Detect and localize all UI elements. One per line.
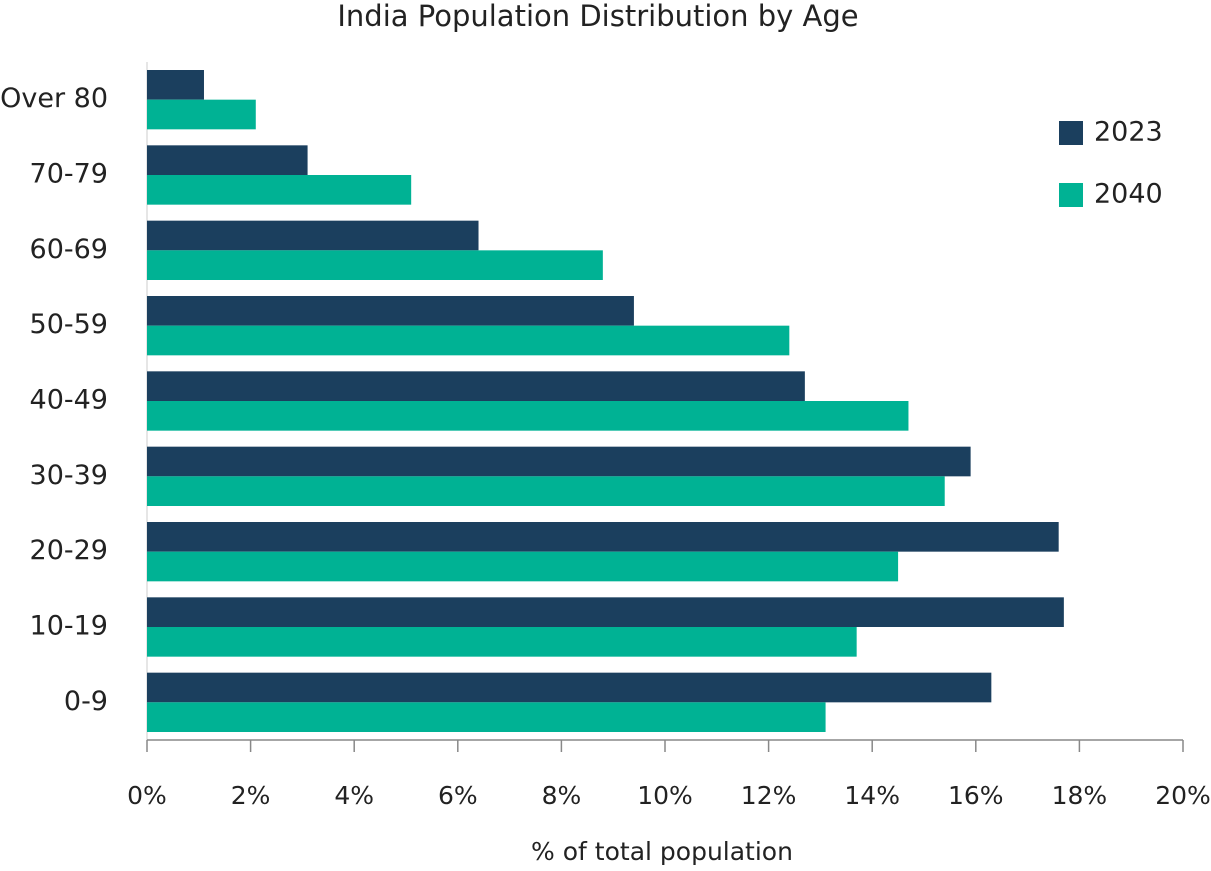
x-tick-label: 20% xyxy=(1155,781,1211,810)
x-tick-label: 14% xyxy=(844,781,900,810)
bar xyxy=(147,145,308,175)
x-tick-label: 16% xyxy=(948,781,1004,810)
bar xyxy=(147,597,1064,627)
bar xyxy=(147,446,971,477)
bar xyxy=(147,551,899,582)
legend-swatch xyxy=(1059,183,1083,207)
y-tick-label: 70-79 xyxy=(30,159,108,190)
x-tick-label: 6% xyxy=(438,781,478,810)
y-tick-label: 50-59 xyxy=(30,309,108,340)
legend-label: 2040 xyxy=(1094,179,1163,210)
x-tick-label: 4% xyxy=(334,781,374,810)
bar xyxy=(147,672,992,703)
bar xyxy=(147,476,945,506)
y-tick-label: 40-49 xyxy=(30,385,108,416)
bar xyxy=(147,70,204,100)
y-tick-label: 60-69 xyxy=(30,234,108,265)
y-tick-label: 20-29 xyxy=(30,535,108,566)
chart-title: India Population Distribution by Age xyxy=(337,0,858,33)
bar xyxy=(147,296,634,326)
bar xyxy=(147,371,805,401)
x-tick-label: 12% xyxy=(741,781,797,810)
bar xyxy=(147,401,909,431)
x-tick-label: 2% xyxy=(231,781,271,810)
bar xyxy=(147,99,256,130)
bar xyxy=(147,325,790,356)
bar xyxy=(147,250,603,280)
bar xyxy=(147,522,1059,552)
y-tick-label: 10-19 xyxy=(30,611,108,642)
y-tick-label: 30-39 xyxy=(30,460,108,491)
bar xyxy=(147,175,412,205)
legend-swatch xyxy=(1059,121,1083,145)
bar xyxy=(147,220,479,251)
x-tick-label: 0% xyxy=(127,781,167,810)
y-tick-label: 0-9 xyxy=(64,686,108,717)
x-axis-title: % of total population xyxy=(531,837,793,866)
x-tick-label: 8% xyxy=(542,781,582,810)
x-tick-label: 10% xyxy=(637,781,693,810)
y-tick-label: Over 80 xyxy=(0,83,108,114)
bar xyxy=(147,627,857,657)
legend-label: 2023 xyxy=(1094,117,1163,148)
x-tick-label: 18% xyxy=(1052,781,1108,810)
bar xyxy=(147,702,826,732)
